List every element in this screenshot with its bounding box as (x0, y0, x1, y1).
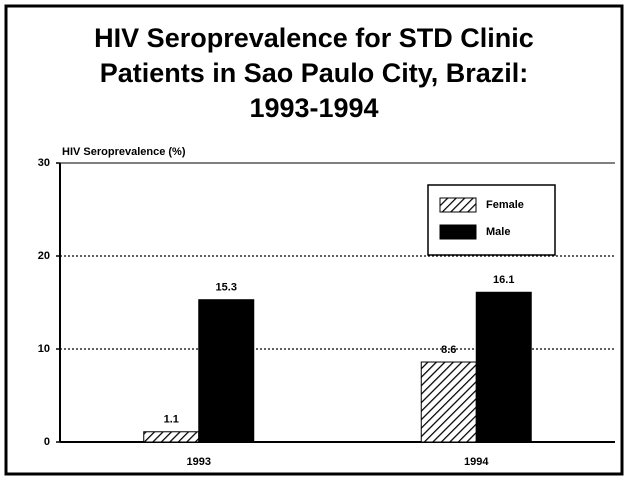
y-tick-label: 20 (38, 250, 50, 262)
y-axis-label: HIV Seroprevalence (%) (62, 146, 186, 158)
y-tick-label: 10 (38, 343, 50, 355)
chart-title: HIV Seroprevalence for STD Clinic (94, 23, 534, 53)
y-tick-label: 30 (38, 157, 50, 169)
chart-title: Patients in Sao Paulo City, Brazil: (100, 58, 529, 88)
x-tick-label: 1994 (464, 456, 489, 468)
data-label: 1.1 (164, 414, 179, 426)
legend-swatch (439, 197, 477, 213)
bar (420, 361, 477, 443)
bar (475, 291, 532, 443)
x-tick-label: 1993 (187, 456, 211, 468)
bar (143, 431, 200, 443)
data-label: 8.6 (441, 344, 456, 356)
data-label: 16.1 (493, 274, 514, 286)
data-label: 15.3 (216, 282, 237, 294)
bar (198, 299, 255, 443)
legend-label: Male (486, 226, 510, 238)
y-tick-label: 0 (44, 436, 50, 448)
chart-title: 1993-1994 (249, 93, 378, 123)
legend-box (427, 184, 556, 256)
frame (4, 4, 624, 476)
legend-swatch (439, 224, 477, 240)
legend-label: Female (486, 199, 524, 211)
